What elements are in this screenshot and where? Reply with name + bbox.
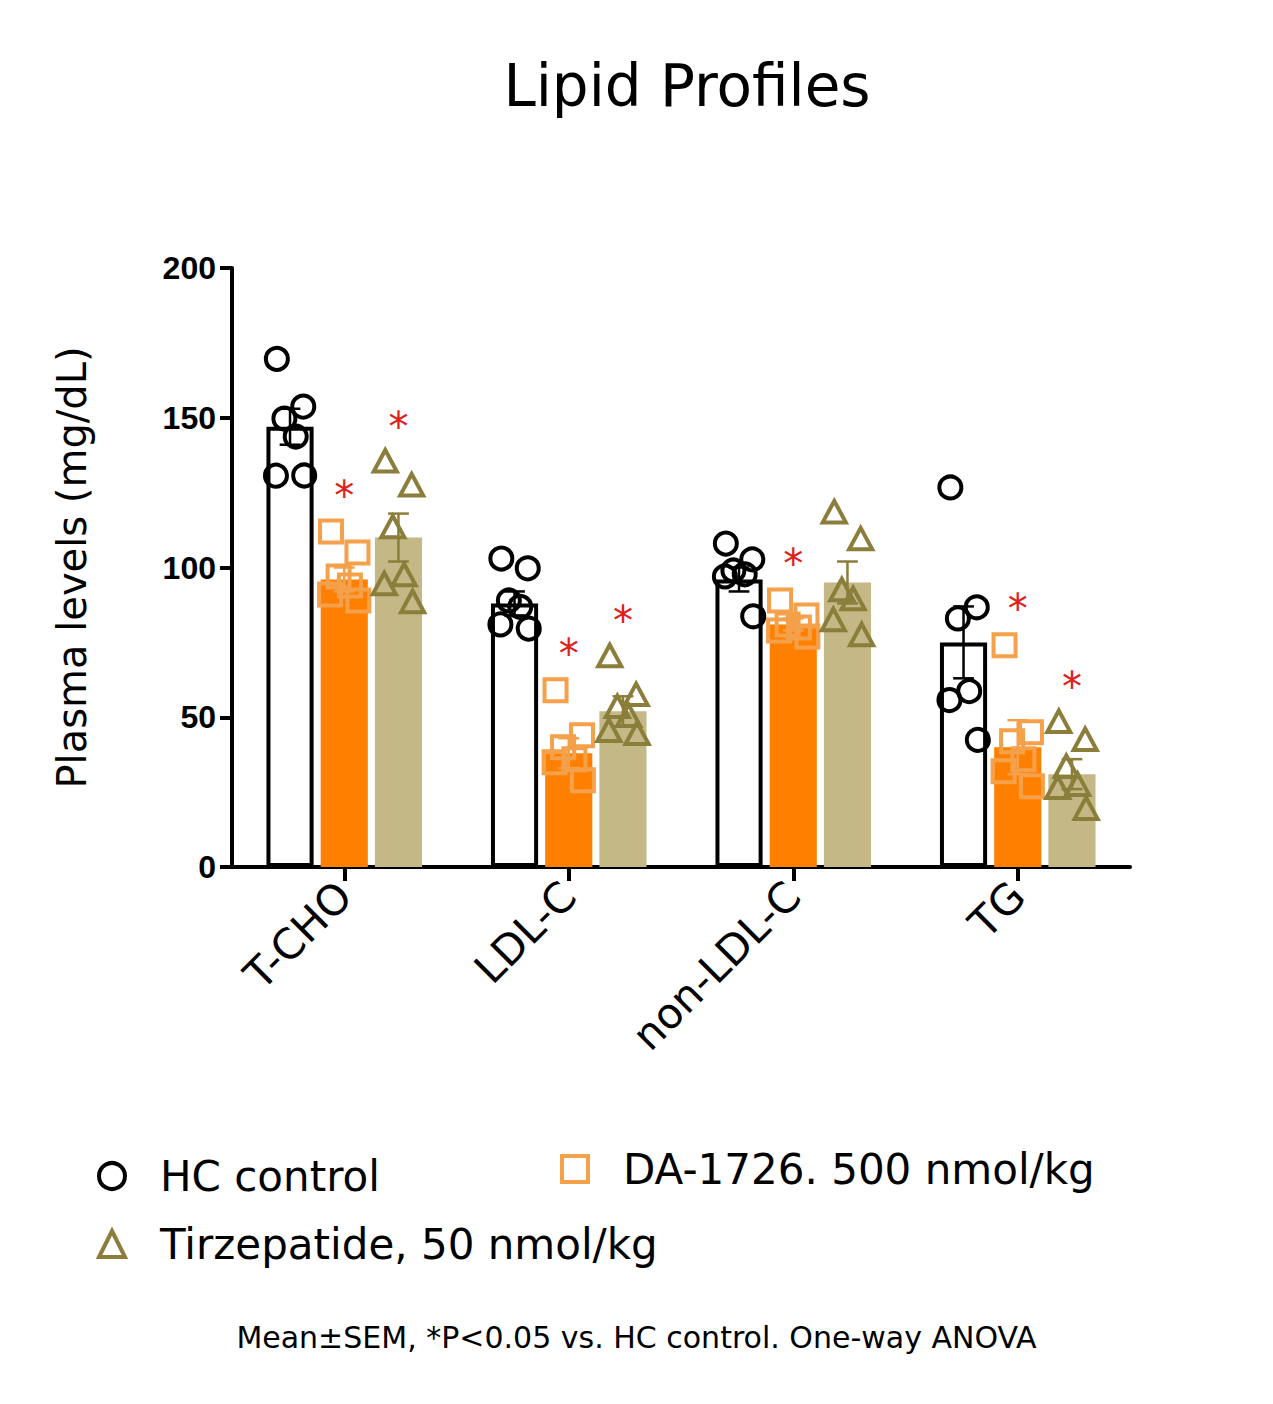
svg-text:*: * (559, 631, 579, 677)
svg-text:T-CHO: T-CHO (234, 872, 362, 1000)
svg-text:50: 50 (180, 699, 216, 735)
svg-text:non-LDL-C: non-LDL-C (623, 872, 811, 1060)
svg-text:150: 150 (163, 400, 216, 436)
svg-text:Plasma levels (mg/dL): Plasma levels (mg/dL) (49, 346, 95, 788)
svg-text:0: 0 (198, 849, 216, 885)
svg-text:Tirzepatide, 50 nmol/kg: Tirzepatide, 50 nmol/kg (159, 1220, 658, 1269)
svg-text:*: * (334, 473, 354, 519)
svg-text:Lipid Profiles: Lipid Profiles (503, 52, 870, 120)
svg-text:TG: TG (959, 872, 1036, 949)
svg-text:*: * (388, 404, 408, 450)
svg-text:HC control: HC control (160, 1152, 380, 1201)
svg-text:*: * (1062, 664, 1082, 710)
svg-text:*: * (613, 598, 633, 644)
svg-text:LDL-C: LDL-C (465, 872, 587, 994)
svg-text:Mean±SEM, *P<0.05 vs. HC contr: Mean±SEM, *P<0.05 vs. HC control. One-wa… (236, 1320, 1037, 1355)
svg-text:100: 100 (163, 550, 216, 586)
svg-text:*: * (1008, 586, 1028, 632)
svg-text:200: 200 (163, 250, 216, 286)
svg-text:*: * (783, 541, 803, 587)
svg-text:DA-1726. 500 nmol/kg: DA-1726. 500 nmol/kg (623, 1145, 1095, 1194)
